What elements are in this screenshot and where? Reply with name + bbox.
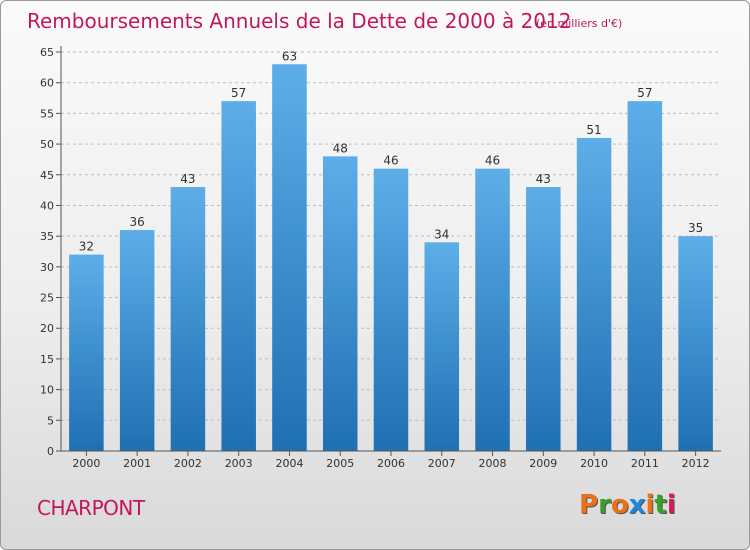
bar <box>475 168 510 451</box>
x-tick-label: 2012 <box>682 457 710 470</box>
logo-letter: r <box>598 490 611 520</box>
bars: 32 36 43 57 63 48 46 34 46 43 51 57 35 <box>69 49 713 452</box>
logo-letter: i <box>666 490 676 520</box>
y-tick-label: 60 <box>40 77 54 90</box>
y-tick-label: 30 <box>40 261 54 274</box>
x-tick-label: 2006 <box>377 457 405 470</box>
proxiti-logo: Proxiti <box>579 490 676 520</box>
data-label: 46 <box>485 154 500 168</box>
y-tick-label: 65 <box>40 46 54 59</box>
bar <box>119 230 155 451</box>
data-label: 35 <box>688 221 703 235</box>
data-label: 63 <box>282 49 297 63</box>
y-tick-label: 5 <box>47 414 54 427</box>
x-tick-label: 2005 <box>326 457 354 470</box>
data-label: 48 <box>333 141 348 155</box>
y-tick-label: 55 <box>40 107 54 120</box>
x-tick-label: 2001 <box>123 457 151 470</box>
data-label: 43 <box>180 172 195 186</box>
x-tick-label: 2007 <box>428 457 456 470</box>
bar <box>424 242 460 451</box>
logo-letter: P <box>579 490 599 520</box>
bar <box>69 254 104 451</box>
data-label: 57 <box>231 86 246 100</box>
x-tick-label: 2010 <box>580 457 608 470</box>
data-label: 36 <box>130 215 145 229</box>
logo-letter: o <box>610 490 629 520</box>
data-label: 32 <box>79 240 94 254</box>
bar <box>627 101 663 451</box>
y-tick-label: 45 <box>40 169 54 182</box>
data-label: 43 <box>536 172 551 186</box>
bar <box>373 168 409 451</box>
x-tick-label: 2000 <box>72 457 100 470</box>
data-label: 57 <box>637 86 652 100</box>
bar <box>526 187 561 452</box>
logo-letter: t <box>654 490 667 520</box>
chart-title: Remboursements Annuels de la Dette de 20… <box>27 9 572 33</box>
bar <box>576 137 612 451</box>
logo-letter: i <box>645 490 655 520</box>
y-tick-label: 10 <box>40 384 54 397</box>
y-tick-label: 15 <box>40 353 54 366</box>
x-tick-label: 2003 <box>225 457 253 470</box>
x-tick-label: 2004 <box>275 457 303 470</box>
bar-chart: 32 36 43 57 63 48 46 34 46 43 51 57 35 0 5 10 15 20 25 30 3… <box>40 46 721 470</box>
bar <box>221 101 256 451</box>
bar <box>170 187 206 452</box>
data-label: 34 <box>434 227 449 241</box>
y-tick-label: 20 <box>40 322 54 335</box>
logo-letter: x <box>628 490 646 520</box>
y-tick-label: 40 <box>40 199 54 212</box>
x-tick-label: 2008 <box>479 457 507 470</box>
x-tick-label: 2009 <box>529 457 557 470</box>
bar <box>322 156 358 451</box>
chart-unit: (en milliers d'€) <box>536 17 623 30</box>
x-tick-label: 2011 <box>631 457 659 470</box>
y-tick-label: 35 <box>40 230 54 243</box>
bar <box>272 64 307 452</box>
data-label: 46 <box>383 154 398 168</box>
y-tick-label: 50 <box>40 138 54 151</box>
y-tick-label: 0 <box>47 445 54 458</box>
y-tick-label: 25 <box>40 292 54 305</box>
axes: 0 5 10 15 20 25 30 35 40 45 50 55 60 65 2000 2001 2002 20… <box>40 46 721 470</box>
data-label: 51 <box>586 123 601 137</box>
bar <box>678 236 713 451</box>
x-tick-label: 2002 <box>174 457 202 470</box>
commune-name: CHARPONT <box>37 496 145 520</box>
